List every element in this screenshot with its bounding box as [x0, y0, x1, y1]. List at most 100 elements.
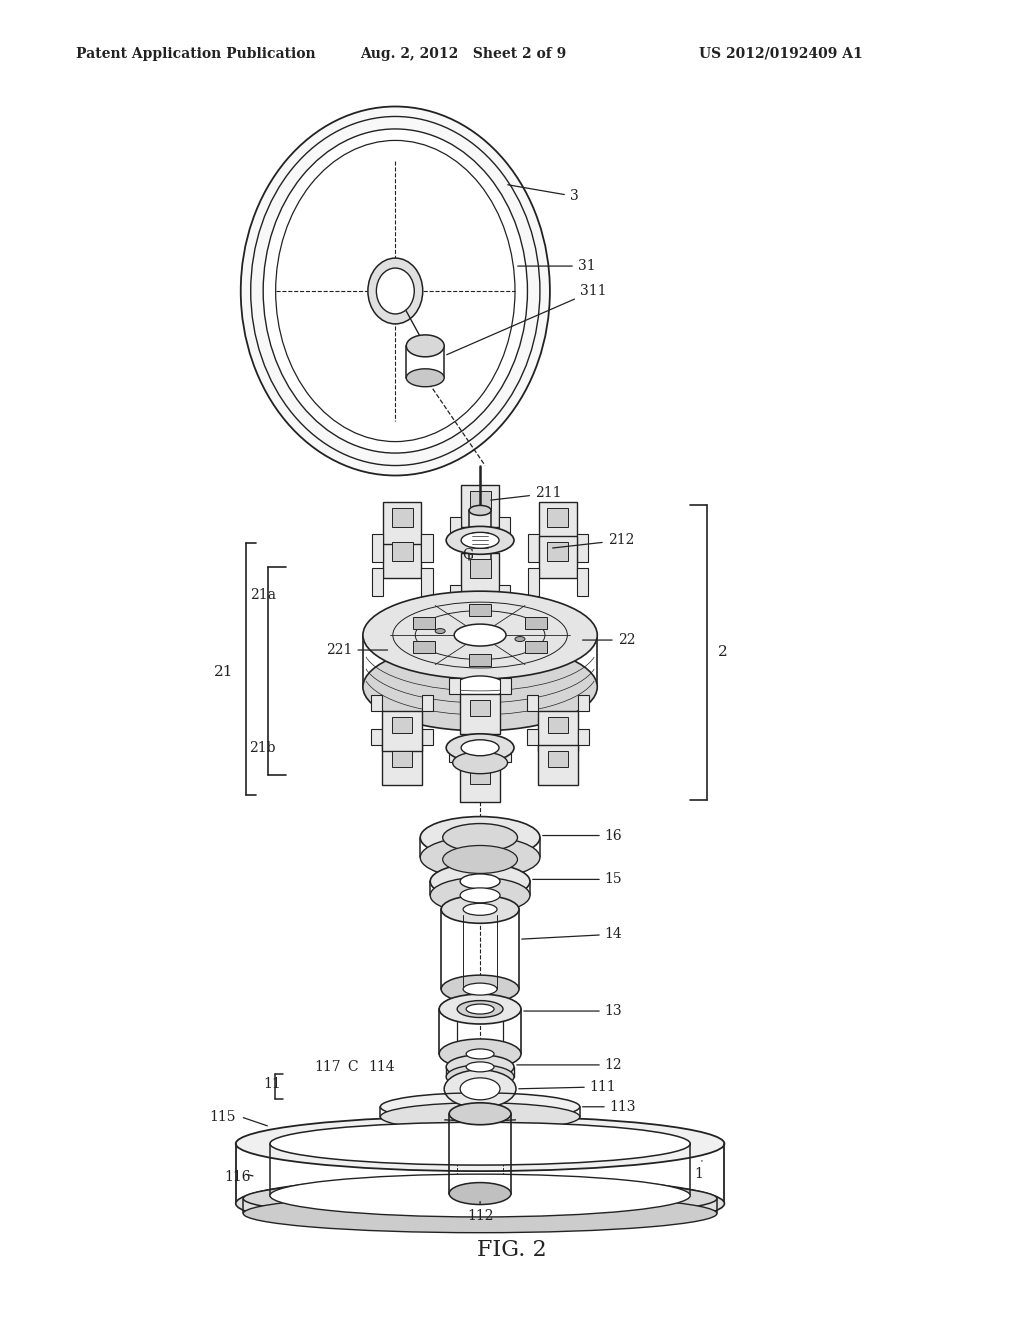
Text: 13: 13 — [523, 1005, 623, 1018]
Ellipse shape — [420, 837, 540, 878]
Ellipse shape — [244, 1195, 717, 1233]
Ellipse shape — [466, 1005, 494, 1014]
Ellipse shape — [450, 1183, 511, 1205]
Ellipse shape — [270, 1175, 690, 1217]
Text: 221: 221 — [326, 643, 387, 657]
Polygon shape — [460, 694, 500, 734]
Polygon shape — [372, 694, 382, 710]
Ellipse shape — [446, 527, 514, 554]
Text: 15: 15 — [532, 873, 623, 887]
Ellipse shape — [244, 1179, 717, 1218]
Polygon shape — [372, 729, 382, 744]
Text: 16: 16 — [543, 829, 623, 842]
Text: 117: 117 — [313, 1060, 340, 1074]
Polygon shape — [421, 535, 433, 562]
Text: 2: 2 — [718, 645, 727, 659]
Polygon shape — [383, 536, 421, 578]
Polygon shape — [470, 491, 490, 510]
Polygon shape — [548, 751, 567, 767]
Ellipse shape — [453, 847, 508, 867]
Ellipse shape — [446, 1065, 514, 1089]
Polygon shape — [538, 710, 578, 751]
Ellipse shape — [461, 739, 499, 756]
Polygon shape — [449, 677, 460, 694]
Ellipse shape — [455, 676, 506, 698]
Ellipse shape — [241, 107, 550, 475]
Polygon shape — [527, 535, 539, 562]
Ellipse shape — [430, 863, 530, 899]
Ellipse shape — [420, 817, 540, 858]
Text: 21: 21 — [214, 665, 233, 678]
Polygon shape — [449, 746, 460, 762]
Ellipse shape — [446, 1055, 514, 1078]
Text: 211: 211 — [490, 487, 561, 500]
Polygon shape — [470, 700, 490, 715]
Polygon shape — [527, 569, 539, 597]
Ellipse shape — [446, 734, 514, 762]
Ellipse shape — [407, 335, 444, 356]
Polygon shape — [548, 543, 568, 561]
Ellipse shape — [435, 628, 445, 634]
Ellipse shape — [439, 994, 521, 1024]
Polygon shape — [383, 503, 421, 544]
Ellipse shape — [368, 259, 423, 323]
Ellipse shape — [460, 1078, 500, 1100]
Ellipse shape — [362, 591, 597, 678]
Ellipse shape — [380, 1102, 580, 1131]
Ellipse shape — [362, 643, 597, 731]
Ellipse shape — [380, 1093, 580, 1121]
Polygon shape — [461, 553, 499, 595]
Polygon shape — [578, 694, 589, 710]
Ellipse shape — [430, 878, 530, 913]
Text: 1: 1 — [694, 1160, 703, 1180]
Text: 14: 14 — [522, 927, 623, 941]
Polygon shape — [548, 508, 568, 527]
Text: 112: 112 — [467, 1201, 494, 1224]
Text: 31: 31 — [518, 259, 595, 273]
Polygon shape — [525, 642, 547, 653]
Polygon shape — [372, 535, 383, 562]
Ellipse shape — [461, 532, 499, 548]
Ellipse shape — [457, 1001, 503, 1018]
Polygon shape — [392, 717, 413, 733]
Polygon shape — [578, 729, 589, 744]
Text: 212: 212 — [553, 533, 634, 548]
Text: 116: 116 — [224, 1170, 251, 1184]
Ellipse shape — [455, 624, 506, 645]
Text: 12: 12 — [517, 1057, 623, 1072]
Ellipse shape — [441, 895, 519, 923]
Ellipse shape — [236, 1117, 724, 1171]
Ellipse shape — [407, 368, 444, 387]
Polygon shape — [539, 536, 577, 578]
Ellipse shape — [453, 752, 508, 774]
Polygon shape — [422, 729, 433, 744]
Polygon shape — [382, 744, 422, 785]
Text: FIG. 2: FIG. 2 — [477, 1239, 547, 1262]
Polygon shape — [499, 585, 510, 614]
Ellipse shape — [441, 975, 519, 1003]
Polygon shape — [577, 569, 588, 597]
Polygon shape — [469, 653, 492, 665]
Ellipse shape — [460, 888, 500, 903]
Polygon shape — [577, 535, 588, 562]
Text: Aug. 2, 2012   Sheet 2 of 9: Aug. 2, 2012 Sheet 2 of 9 — [360, 46, 566, 61]
Text: 21b: 21b — [249, 741, 275, 755]
Ellipse shape — [453, 828, 508, 847]
Ellipse shape — [463, 903, 497, 915]
Polygon shape — [392, 751, 413, 767]
Ellipse shape — [466, 1049, 494, 1059]
Polygon shape — [538, 744, 578, 785]
Ellipse shape — [439, 1039, 521, 1069]
Text: C: C — [347, 1060, 357, 1074]
Polygon shape — [450, 585, 461, 614]
Polygon shape — [413, 642, 435, 653]
Text: 11: 11 — [263, 1077, 281, 1090]
Polygon shape — [525, 616, 547, 628]
Text: 3: 3 — [508, 185, 579, 203]
Ellipse shape — [450, 1102, 511, 1125]
Polygon shape — [413, 616, 435, 628]
Polygon shape — [500, 677, 511, 694]
Polygon shape — [392, 508, 413, 527]
Ellipse shape — [460, 874, 500, 888]
Polygon shape — [526, 729, 538, 744]
